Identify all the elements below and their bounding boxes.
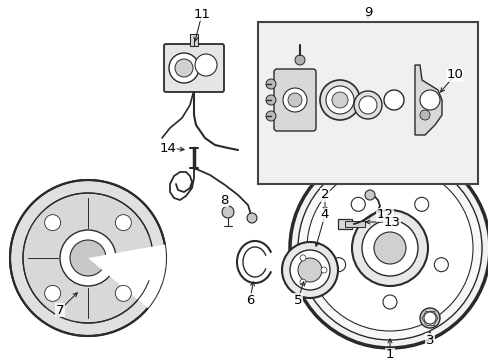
Bar [345, 221, 364, 227]
Text: 8: 8 [220, 194, 228, 207]
Text: 11: 11 [193, 8, 210, 21]
Text: 1: 1 [385, 348, 393, 360]
Circle shape [297, 156, 481, 340]
FancyBboxPatch shape [163, 44, 224, 92]
Text: 2: 2 [320, 189, 328, 202]
Circle shape [44, 215, 61, 231]
Circle shape [175, 59, 193, 77]
Circle shape [222, 206, 234, 218]
Circle shape [364, 190, 374, 200]
Text: 14: 14 [159, 141, 176, 154]
Circle shape [433, 258, 447, 272]
Bar [258, 22, 477, 184]
Polygon shape [414, 65, 441, 135]
Bar [190, 34, 198, 46]
Circle shape [282, 242, 337, 298]
Text: 4: 4 [320, 208, 328, 221]
FancyBboxPatch shape [273, 69, 315, 131]
Circle shape [60, 230, 116, 286]
Circle shape [287, 93, 302, 107]
Text: 10: 10 [446, 68, 463, 81]
Circle shape [351, 210, 427, 286]
Circle shape [297, 258, 321, 282]
Text: 7: 7 [56, 303, 64, 316]
Circle shape [265, 79, 275, 89]
Circle shape [383, 90, 403, 110]
Circle shape [414, 197, 428, 211]
Circle shape [423, 312, 435, 324]
Text: 13: 13 [383, 216, 400, 229]
Circle shape [419, 110, 429, 120]
Text: 12: 12 [376, 208, 393, 221]
Bar [337, 219, 351, 229]
Circle shape [306, 165, 472, 331]
Text: 5: 5 [293, 293, 302, 306]
Circle shape [23, 193, 153, 323]
Circle shape [331, 258, 345, 272]
Circle shape [70, 240, 106, 276]
Circle shape [10, 180, 165, 336]
Circle shape [294, 55, 305, 65]
Circle shape [419, 308, 439, 328]
Circle shape [265, 111, 275, 121]
Circle shape [320, 267, 326, 273]
Circle shape [289, 148, 488, 348]
Circle shape [382, 295, 396, 309]
Circle shape [358, 96, 376, 114]
Circle shape [246, 213, 257, 223]
Circle shape [195, 54, 217, 76]
Circle shape [350, 197, 365, 211]
Circle shape [353, 91, 381, 119]
Circle shape [44, 285, 61, 301]
Circle shape [289, 250, 329, 290]
Circle shape [361, 220, 417, 276]
Circle shape [319, 80, 359, 120]
Circle shape [325, 86, 353, 114]
Circle shape [373, 232, 405, 264]
Circle shape [265, 95, 275, 105]
Circle shape [331, 92, 347, 108]
Circle shape [115, 285, 131, 301]
Circle shape [115, 215, 131, 231]
Circle shape [419, 90, 439, 110]
Circle shape [283, 88, 306, 112]
Circle shape [169, 53, 199, 83]
Circle shape [299, 279, 305, 285]
Text: 3: 3 [425, 333, 433, 346]
Wedge shape [88, 244, 165, 308]
Circle shape [299, 255, 305, 261]
Text: 6: 6 [245, 293, 254, 306]
Text: 9: 9 [363, 5, 371, 18]
